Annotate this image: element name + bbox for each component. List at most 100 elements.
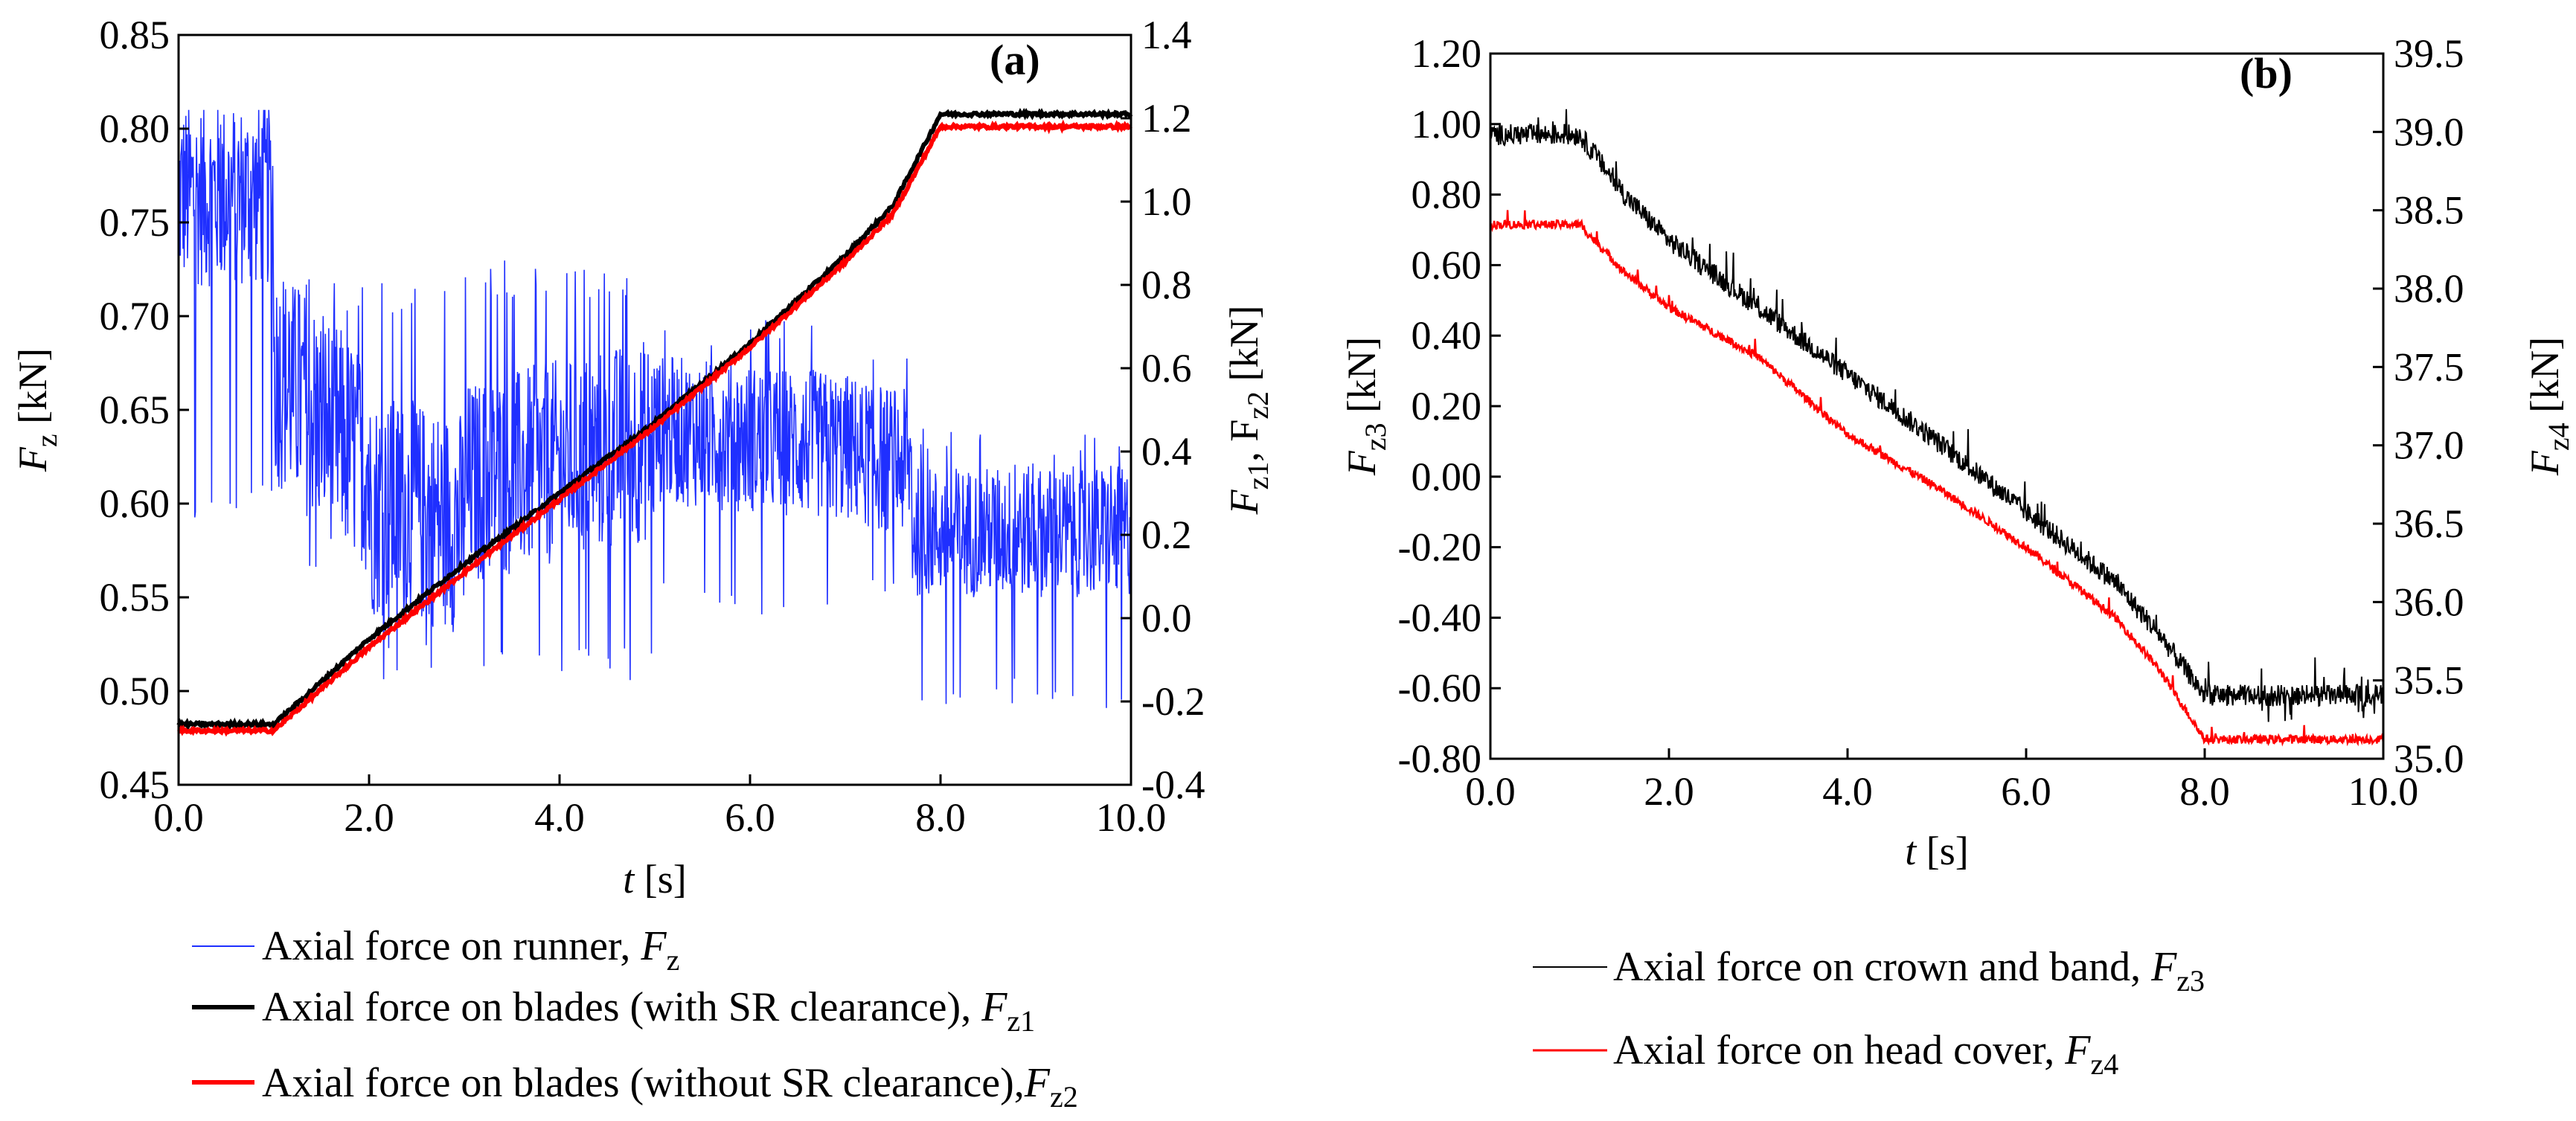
chart-b-y-right-label-sub: z4 <box>2542 423 2575 451</box>
series-fz3-polyline <box>1490 109 2384 722</box>
legend-runner-symbol: F <box>640 923 667 969</box>
y-left-tick-label: 0.55 <box>100 575 170 620</box>
x-tick-label: 10.0 <box>2348 769 2419 814</box>
x-tick-label: 8.0 <box>915 795 966 840</box>
legend-fz3-symbol: F <box>2150 944 2177 990</box>
chart-b-y-left-label-main: F <box>1339 450 1384 476</box>
y-right-tick-label: 1.2 <box>1141 96 1192 141</box>
y-right-tick-label: 37.0 <box>2394 423 2464 468</box>
x-tick-label: 6.0 <box>2001 769 2051 814</box>
legend-fz3-name: Axial force on crown and band <box>1613 944 2130 990</box>
y-right-tick-label: 35.5 <box>2394 658 2464 703</box>
chart-b-x-axis-label-var: t <box>1905 829 1917 873</box>
x-tick-label: 6.0 <box>725 795 775 840</box>
y-right-tick-label: 0.2 <box>1141 513 1192 557</box>
series-axial-force-crown-band-line <box>1490 109 2384 722</box>
chart-a: 0.0 2.0 4.0 6.0 8.0 10.0 0.45 0.50 0.55 0.60 0.65… <box>10 13 1275 902</box>
chart-b-y-axis-left: -0.80 -0.60 -0.40 -0.20 0.00 0.20 0.40 0.60 0.80… <box>1398 31 1501 781</box>
chart-b-x-axis-label: t [s] <box>1905 829 1969 873</box>
chart-b-y-right-label-sep <box>2522 413 2567 423</box>
chart-a-y-right-label-sub1: z1 <box>1241 462 1275 490</box>
legend-fz4-sub: z4 <box>2090 1047 2118 1081</box>
chart-a-y-left-label-main: F <box>10 446 55 472</box>
chart-a-y-right-label-main: F <box>1222 489 1266 515</box>
chart-a-y-axis-right: -0.4 -0.2 0.0 0.2 0.4 0.6 0.8 1.0 1.2 1.4 <box>1121 13 1205 807</box>
series-axial-force-blades-without-sr-line <box>177 119 1132 737</box>
y-left-tick-label: 0.40 <box>1412 313 1482 358</box>
y-left-tick-label: 0.60 <box>1412 242 1482 287</box>
y-right-tick-label: 39.5 <box>2394 31 2464 76</box>
y-left-tick-label: 0.80 <box>100 106 170 151</box>
series-fz4-polyline <box>1489 210 2385 747</box>
chart-b-x-axis-label-unit: [s] <box>1926 829 1969 873</box>
chart-a-y-axis-left-label: Fz [kN] <box>10 348 63 472</box>
x-tick-label: 0.0 <box>153 795 204 840</box>
chart-b-y-right-label-main: F <box>2522 450 2567 476</box>
chart-b-y-right-label-unit: [kN] <box>2522 337 2567 413</box>
chart-b-y-axis-right: 35.0 35.5 36.0 36.5 37.0 37.5 38.0 38.5 39.0 39.5 <box>2373 31 2464 781</box>
legend-label-fz4: Axial force on head cover, Fz4 <box>1613 1027 2118 1081</box>
legend-fz2-symbol: F <box>1024 1060 1051 1106</box>
legend-fz1-sub: z1 <box>1007 1004 1035 1038</box>
chart-a-legend: Axial force on runner, Fz Axial force on… <box>192 923 1078 1114</box>
legend-fz4-symbol: F <box>2064 1027 2091 1073</box>
y-left-tick-label: -0.20 <box>1398 525 1481 570</box>
legend-fz4-comma: , <box>2044 1027 2065 1073</box>
chart-b: 0.0 2.0 4.0 6.0 8.0 10.0 -0.80 -0.60 -0.40 -0.20… <box>1339 31 2575 873</box>
chart-b-x-axis: 0.0 2.0 4.0 6.0 8.0 10.0 <box>1465 748 2418 814</box>
chart-a-x-axis-label-unit: [s] <box>644 857 687 902</box>
chart-a-x-axis: 0.0 2.0 4.0 6.0 8.0 10.0 <box>153 774 1166 840</box>
y-left-tick-label: 1.00 <box>1412 102 1482 147</box>
chart-b-y-left-label-sub: z3 <box>1359 423 1392 451</box>
y-right-tick-label: -0.2 <box>1141 679 1205 724</box>
chart-a-y-right-label-sub2: z2 <box>1241 391 1275 420</box>
legend-fz4-name: Axial force on head cover <box>1613 1027 2046 1073</box>
legend-label-fz1: Axial force on blades (with SR clearance… <box>262 984 1035 1038</box>
legend-item-fz3: Axial force on crown and band, Fz3 <box>1533 944 2205 998</box>
chart-a-y-axis-left: 0.45 0.50 0.55 0.60 0.65 0.70 0.75 0.80 0.85 <box>100 13 189 807</box>
chart-a-x-axis-label: t [s] <box>623 857 687 902</box>
y-left-tick-label: 0.65 <box>100 388 170 432</box>
chart-b-y-axis-left-label: Fz3 [kN] <box>1339 337 1392 476</box>
chart-b-y-left-label-unit: [kN] <box>1339 337 1384 413</box>
y-right-tick-label: 0.8 <box>1141 263 1192 307</box>
series-axial-force-runner-line <box>178 109 1131 708</box>
chart-a-x-axis-label-var: t <box>623 857 635 902</box>
legend-fz2-comma: , <box>1014 1060 1025 1106</box>
x-tick-label: 4.0 <box>534 795 585 840</box>
chart-b-y-axis-right-label: Fz4 [kN] <box>2522 337 2575 476</box>
y-right-tick-label: 1.0 <box>1141 179 1192 224</box>
legend-label-fz2: Axial force on blades (without SR cleara… <box>262 1060 1078 1114</box>
x-tick-label: 10.0 <box>1096 795 1167 840</box>
legend-fz1-comma: , <box>961 984 981 1030</box>
legend-fz3-sub: z3 <box>2176 964 2205 998</box>
legend-fz1-symbol: F <box>981 984 1007 1030</box>
y-left-tick-label: 1.20 <box>1412 31 1482 76</box>
chart-a-y-right-label-space <box>1222 381 1266 391</box>
y-left-tick-label: -0.80 <box>1398 736 1481 781</box>
y-right-tick-label: 0.6 <box>1141 346 1192 391</box>
chart-b-x-axis-label-sep <box>1916 829 1926 873</box>
x-tick-label: 2.0 <box>1644 769 1694 814</box>
series-runner-polyline <box>178 109 1131 708</box>
y-left-tick-label: 0.85 <box>100 13 170 57</box>
y-right-tick-label: 1.4 <box>1141 13 1192 57</box>
y-right-tick-label: 35.0 <box>2394 736 2464 781</box>
y-left-tick-label: 0.00 <box>1412 454 1482 499</box>
legend-item-runner: Axial force on runner, Fz <box>192 923 679 977</box>
legend-runner-sub: z <box>667 943 680 977</box>
y-left-tick-label: 0.50 <box>100 669 170 713</box>
legend-label-fz3: Axial force on crown and band, Fz3 <box>1613 944 2205 998</box>
chart-a-x-axis-label-sep <box>634 857 644 902</box>
x-tick-label: 4.0 <box>1822 769 1873 814</box>
chart-a-y-right-label-unit: [kN] <box>1222 305 1266 381</box>
x-tick-label: 0.0 <box>1465 769 1516 814</box>
y-left-tick-label: -0.60 <box>1398 666 1481 710</box>
legend-fz1-name: Axial force on blades (with SR clearance… <box>262 984 961 1030</box>
y-left-tick-label: 0.75 <box>100 200 170 245</box>
y-left-tick-label: 0.70 <box>100 294 170 338</box>
chart-a-y-left-label-unit: [kN] <box>10 348 55 424</box>
y-left-tick-label: 0.60 <box>100 481 170 526</box>
chart-a-y-axis-right-label: Fz1, Fz2 [kN] <box>1222 305 1275 515</box>
series-fz2-polyline <box>177 119 1132 737</box>
